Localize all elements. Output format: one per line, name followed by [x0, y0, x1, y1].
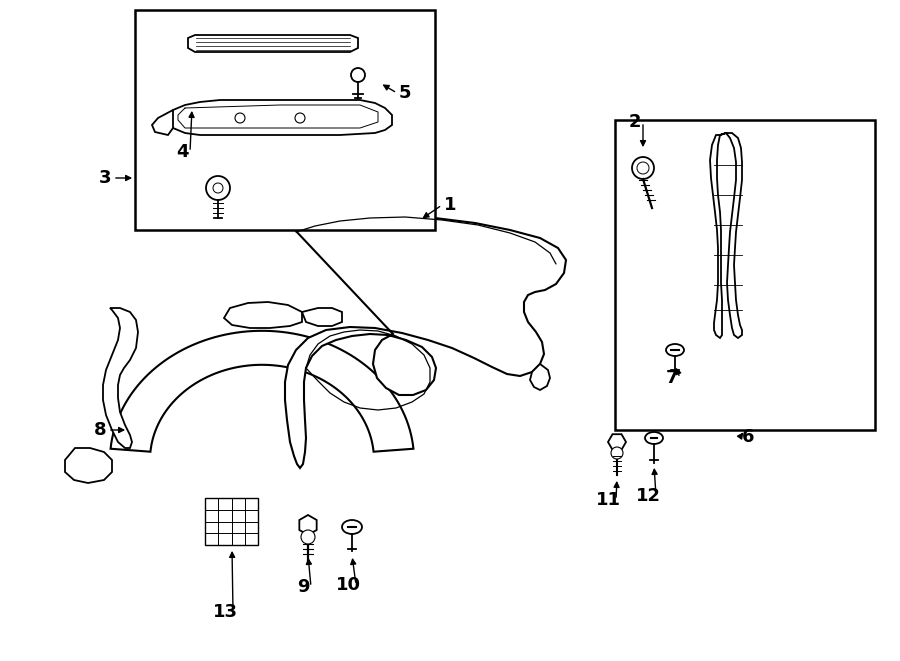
Ellipse shape: [342, 520, 362, 534]
Bar: [205, 498, 258, 545]
Polygon shape: [65, 448, 112, 483]
Text: 4: 4: [176, 143, 188, 161]
Circle shape: [235, 113, 245, 123]
Polygon shape: [710, 133, 742, 338]
Polygon shape: [224, 302, 302, 328]
Circle shape: [301, 530, 315, 544]
Circle shape: [632, 157, 654, 179]
Ellipse shape: [666, 344, 684, 356]
Text: 2: 2: [629, 113, 641, 131]
Polygon shape: [103, 308, 138, 448]
Circle shape: [351, 68, 365, 82]
Circle shape: [295, 113, 305, 123]
Polygon shape: [302, 308, 342, 326]
Text: 7: 7: [666, 369, 679, 387]
Circle shape: [213, 183, 223, 193]
Ellipse shape: [645, 432, 663, 444]
Circle shape: [206, 176, 230, 200]
Polygon shape: [530, 364, 550, 390]
Text: 8: 8: [94, 421, 106, 439]
Text: 5: 5: [399, 84, 411, 102]
Polygon shape: [608, 434, 626, 449]
Text: 12: 12: [635, 487, 661, 505]
Polygon shape: [152, 110, 173, 135]
Bar: [135, 10, 435, 230]
Polygon shape: [188, 35, 358, 52]
Text: 13: 13: [212, 603, 238, 621]
Text: 1: 1: [444, 196, 456, 214]
Text: 6: 6: [742, 428, 754, 446]
Bar: [615, 120, 875, 430]
Circle shape: [611, 447, 623, 459]
Polygon shape: [111, 330, 413, 451]
Text: 3: 3: [99, 169, 112, 187]
Text: 10: 10: [336, 576, 361, 594]
Text: 9: 9: [297, 578, 310, 596]
Polygon shape: [300, 515, 317, 535]
Circle shape: [637, 162, 649, 174]
Text: 11: 11: [596, 491, 620, 509]
Polygon shape: [285, 215, 566, 468]
Polygon shape: [168, 100, 392, 135]
